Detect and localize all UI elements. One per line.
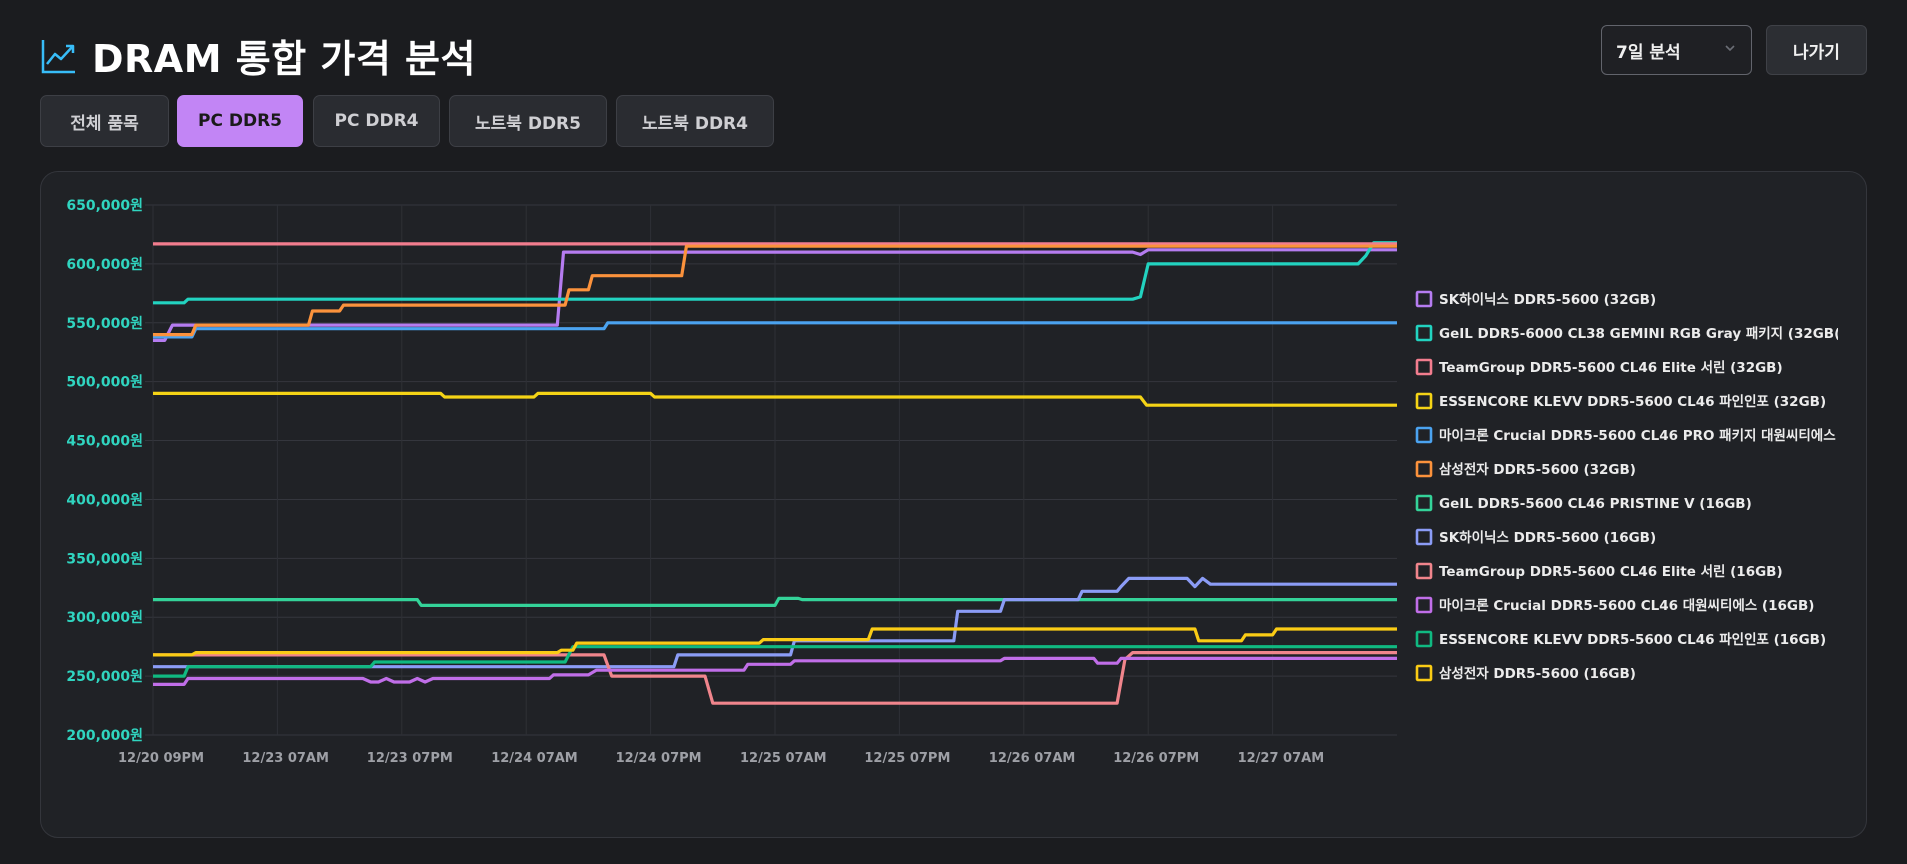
y-tick-label: 450,000원 (66, 434, 143, 450)
legend-label[interactable]: 마이크론 Crucial DDR5-5600 CL46 PRO 패키지 대원씨티… (1439, 427, 1868, 444)
series-line[interactable] (153, 651, 1397, 705)
x-tick-label: 12/23 07PM (367, 751, 453, 766)
x-tick-label: 12/25 07AM (740, 751, 827, 766)
x-tick-label: 12/20 09PM (118, 751, 204, 766)
legend-swatch[interactable] (1415, 596, 1433, 614)
title-wrap: DRAM 통합 가격 분석 (40, 28, 476, 83)
legend-label[interactable]: GeIL DDR5-6000 CL38 GEMINI RGB Gray 패키지 … (1439, 326, 1868, 342)
y-tick-label: 650,000원 (66, 198, 143, 214)
y-tick-label: 550,000원 (66, 316, 143, 332)
chart-card: 200,000원 250,000원 300,000원 350,000원 400,000원… (40, 171, 1867, 838)
x-tick-label: 12/23 07AM (242, 751, 329, 766)
series-line[interactable] (153, 627, 1397, 657)
legend-swatch[interactable] (1415, 630, 1433, 648)
legend-label[interactable]: GeIL DDR5-5600 CL46 PRISTINE V (16GB) (1439, 496, 1752, 512)
series-line[interactable] (153, 321, 1397, 339)
period-select[interactable]: 7일 분석 (1601, 25, 1752, 75)
legend: SK하이닉스 DDR5-5600 (32GB) GeIL DDR5-6000 CL… (1415, 290, 1868, 682)
y-tick-label: 500,000원 (66, 375, 143, 391)
trending-up-icon (41, 39, 75, 73)
legend-label[interactable]: ESSENCORE KLEVV DDR5-5600 CL46 파인인포 (16G… (1439, 631, 1826, 648)
y-tick-label: 300,000원 (66, 610, 143, 626)
tab-notebook-ddr5[interactable]: 노트북 DDR5 (449, 95, 607, 147)
legend-swatch[interactable] (1415, 426, 1433, 444)
legend-label[interactable]: 마이크론 Crucial DDR5-5600 CL46 대원씨티에스 (16GB… (1439, 597, 1814, 614)
tab-pc-ddr5[interactable]: PC DDR5 (177, 95, 303, 147)
price-line-chart: 200,000원 250,000원 300,000원 350,000원 400,000원… (66, 198, 1868, 766)
y-tick-label: 200,000원 (66, 728, 143, 744)
tab-pc-ddr4[interactable]: PC DDR4 (313, 95, 440, 147)
legend-swatch[interactable] (1415, 494, 1433, 512)
y-tick-label: 350,000원 (66, 551, 143, 567)
series-line[interactable] (153, 391, 1397, 407)
y-tick-label: 250,000원 (66, 669, 143, 685)
tab-all-items[interactable]: 전체 품목 (40, 95, 169, 147)
x-tick-label: 12/26 07PM (1113, 751, 1199, 766)
x-tick-label: 12/25 07PM (864, 751, 950, 766)
y-tick-label: 600,000원 (66, 257, 143, 273)
legend-label[interactable]: TeamGroup DDR5-5600 CL46 Elite 서린 (16GB) (1439, 563, 1783, 580)
legend-label[interactable]: SK하이닉스 DDR5-5600 (32GB) (1439, 291, 1656, 308)
exit-button[interactable]: 나가기 (1766, 25, 1867, 75)
x-tick-label: 12/27 07AM (1238, 751, 1325, 766)
y-tick-label: 400,000원 (66, 492, 143, 508)
legend-label[interactable]: ESSENCORE KLEVV DDR5-5600 CL46 파인인포 (32G… (1439, 393, 1826, 410)
x-tick-label: 12/26 07AM (989, 751, 1076, 766)
legend-swatch[interactable] (1415, 562, 1433, 580)
legend-swatch[interactable] (1415, 528, 1433, 546)
legend-label[interactable]: 삼성전자 DDR5-5600 (32GB) (1439, 461, 1636, 478)
page-title: DRAM 통합 가격 분석 (92, 37, 476, 81)
legend-label[interactable]: TeamGroup DDR5-5600 CL46 Elite 서린 (32GB) (1439, 359, 1783, 376)
chevron-down-icon (1725, 45, 1735, 52)
series-line[interactable] (153, 576, 1397, 669)
legend-swatch[interactable] (1415, 358, 1433, 376)
x-tick-label: 12/24 07AM (491, 751, 578, 766)
series-line[interactable] (153, 656, 1397, 686)
legend-label[interactable]: 삼성전자 DDR5-5600 (16GB) (1439, 665, 1636, 682)
legend-swatch[interactable] (1415, 664, 1433, 682)
legend-swatch[interactable] (1415, 460, 1433, 478)
legend-swatch[interactable] (1415, 324, 1433, 342)
series-line[interactable] (153, 241, 1397, 305)
header: DRAM 통합 가격 분석 7일 분석 나가기 (40, 22, 1867, 83)
legend-swatch[interactable] (1415, 290, 1433, 308)
x-tick-label: 12/24 07PM (616, 751, 702, 766)
tab-notebook-ddr4[interactable]: 노트북 DDR4 (616, 95, 774, 147)
period-select-value: 7일 분석 (1616, 42, 1681, 63)
series-line[interactable] (153, 596, 1397, 607)
legend-label[interactable]: SK하이닉스 DDR5-5600 (16GB) (1439, 529, 1656, 546)
series-line[interactable] (153, 244, 1397, 337)
legend-swatch[interactable] (1415, 392, 1433, 410)
